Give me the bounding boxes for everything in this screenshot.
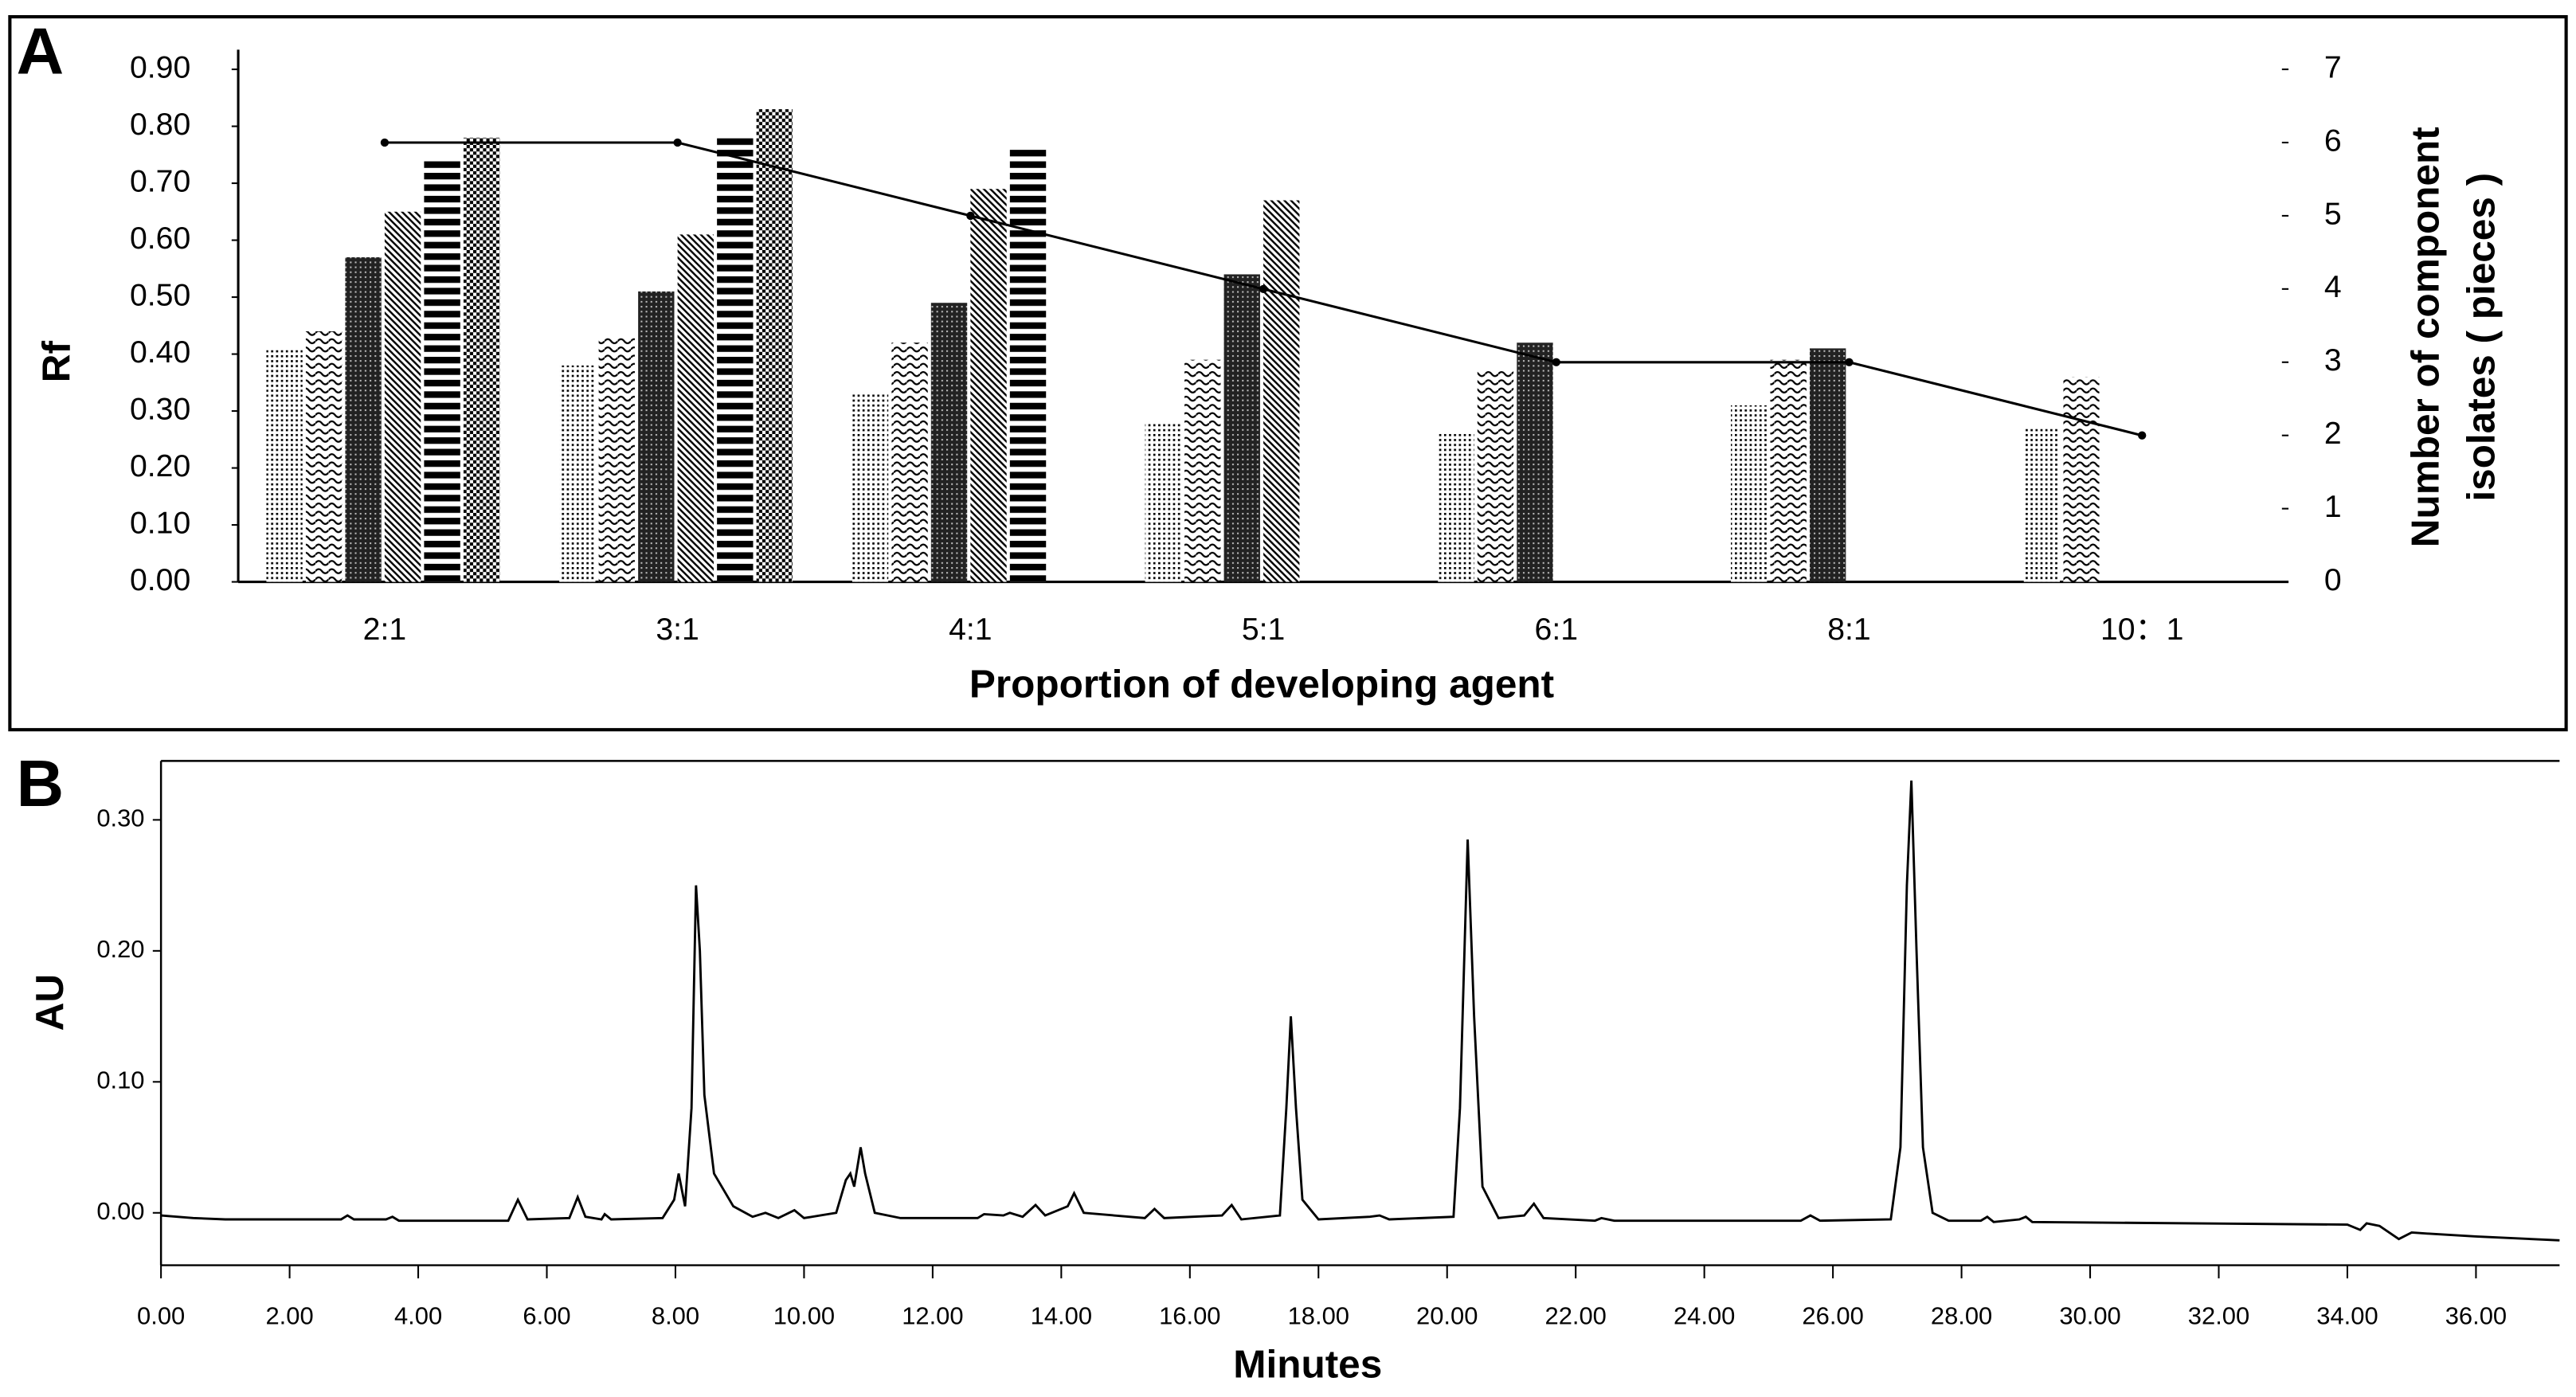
x-tick-label: 6.00 xyxy=(523,1302,570,1330)
y2-tick-label: 3 xyxy=(2324,343,2342,378)
y2-tick-label: 4 xyxy=(2324,270,2342,304)
x-tick-label: 5:1 xyxy=(1242,612,1285,647)
y-tick-label: 0.00 xyxy=(130,563,190,597)
y2-tick-label: 7 xyxy=(2324,50,2342,84)
bar xyxy=(1263,200,1300,582)
x-tick-label: 0.00 xyxy=(137,1302,185,1330)
x-tick-label: 2:1 xyxy=(363,612,406,647)
panel-label: B xyxy=(17,747,65,820)
y-tick-label: 0.00 xyxy=(96,1197,144,1225)
bar xyxy=(1730,405,1768,582)
bar xyxy=(638,291,675,582)
x-tick-label: 34.00 xyxy=(2316,1302,2378,1330)
y-tick-label: 0.30 xyxy=(130,392,190,426)
x-tick-label: 10.00 xyxy=(773,1302,835,1330)
bar xyxy=(1145,422,1181,582)
bar xyxy=(1809,348,1846,582)
line-point xyxy=(2138,431,2147,440)
y-axis-title: Rf xyxy=(34,341,78,383)
y2-tick-label: 6 xyxy=(2324,123,2342,158)
y-tick-label: 0.50 xyxy=(130,278,190,312)
x-tick-label: 12.00 xyxy=(902,1302,963,1330)
y-tick-label: 0.70 xyxy=(130,164,190,198)
x-tick-label: 10：1 xyxy=(2100,612,2184,647)
x-tick-label: 26.00 xyxy=(1802,1302,1863,1330)
y-tick-label: 0.30 xyxy=(96,804,144,832)
line-point xyxy=(673,138,682,147)
x-tick-label: 4.00 xyxy=(394,1302,442,1330)
x-tick-label: 28.00 xyxy=(1931,1302,1992,1330)
x-tick-label: 3:1 xyxy=(656,612,699,647)
bar xyxy=(891,342,928,582)
x-tick-label: 32.00 xyxy=(2188,1302,2249,1330)
bar xyxy=(677,234,714,582)
y-tick-label: 0.90 xyxy=(130,50,190,84)
x-axis-title: Proportion of developing agent xyxy=(969,663,1554,706)
bar xyxy=(717,137,754,582)
bar xyxy=(2023,428,2061,582)
line-point xyxy=(1552,358,1560,366)
bar xyxy=(598,337,636,582)
bar xyxy=(930,303,968,582)
x-tick-label: 22.00 xyxy=(1545,1302,1607,1330)
bar xyxy=(2063,377,2100,582)
x-tick-label: 16.00 xyxy=(1159,1302,1220,1330)
y2-tick-label: 5 xyxy=(2324,197,2342,231)
bar xyxy=(1184,359,1221,582)
x-tick-label: 6:1 xyxy=(1535,612,1578,647)
line-point xyxy=(1845,358,1854,366)
x-tick-label: 8:1 xyxy=(1827,612,1870,647)
y-tick-label: 0.40 xyxy=(130,335,190,370)
y-tick-label: 0.60 xyxy=(130,221,190,256)
bar xyxy=(1223,274,1260,582)
bar xyxy=(266,348,303,582)
y2-axis-title: isolates ( pieces ) xyxy=(2460,173,2504,502)
x-tick-label: 8.00 xyxy=(652,1302,699,1330)
x-tick-label: 20.00 xyxy=(1416,1302,1478,1330)
line-point xyxy=(380,138,390,147)
x-tick-label: 2.00 xyxy=(265,1302,313,1330)
y2-tick-label: 1 xyxy=(2324,490,2342,524)
y2-tick-label: 2 xyxy=(2324,417,2342,451)
y2-axis-title: Number of component xyxy=(2403,127,2447,547)
bar xyxy=(1009,149,1047,582)
x-tick-label: 36.00 xyxy=(2445,1302,2507,1330)
bar xyxy=(1477,371,1514,582)
x-axis-title: Minutes xyxy=(1233,1343,1382,1387)
panel-frame xyxy=(8,14,2568,732)
y2-tick-label: 0 xyxy=(2324,563,2342,597)
y-tick-label: 0.20 xyxy=(96,935,144,963)
line-point xyxy=(966,211,975,221)
y-tick-label: 0.20 xyxy=(130,449,190,483)
bar xyxy=(1517,342,1553,582)
line-point xyxy=(1259,284,1268,294)
bar xyxy=(384,211,421,582)
bar xyxy=(970,189,1007,582)
x-tick-label: 4:1 xyxy=(949,612,992,647)
x-tick-label: 24.00 xyxy=(1674,1302,1735,1330)
bar xyxy=(756,109,793,582)
x-tick-label: 30.00 xyxy=(2059,1302,2120,1330)
y-tick-label: 0.80 xyxy=(130,108,190,142)
y-tick-label: 0.10 xyxy=(96,1066,144,1094)
bar xyxy=(424,160,460,582)
y-tick-label: 0.10 xyxy=(130,506,190,540)
bar xyxy=(1438,433,1474,582)
bar xyxy=(305,331,343,582)
panel-label: A xyxy=(17,14,65,88)
bar xyxy=(345,257,382,582)
bar xyxy=(559,365,596,582)
bar xyxy=(851,393,889,582)
chromatogram-line xyxy=(161,780,2560,1242)
bar xyxy=(463,137,500,582)
x-tick-label: 14.00 xyxy=(1031,1302,1092,1330)
bar xyxy=(1770,359,1807,582)
x-tick-label: 18.00 xyxy=(1288,1302,1349,1330)
y-axis-title: AU xyxy=(28,974,72,1031)
